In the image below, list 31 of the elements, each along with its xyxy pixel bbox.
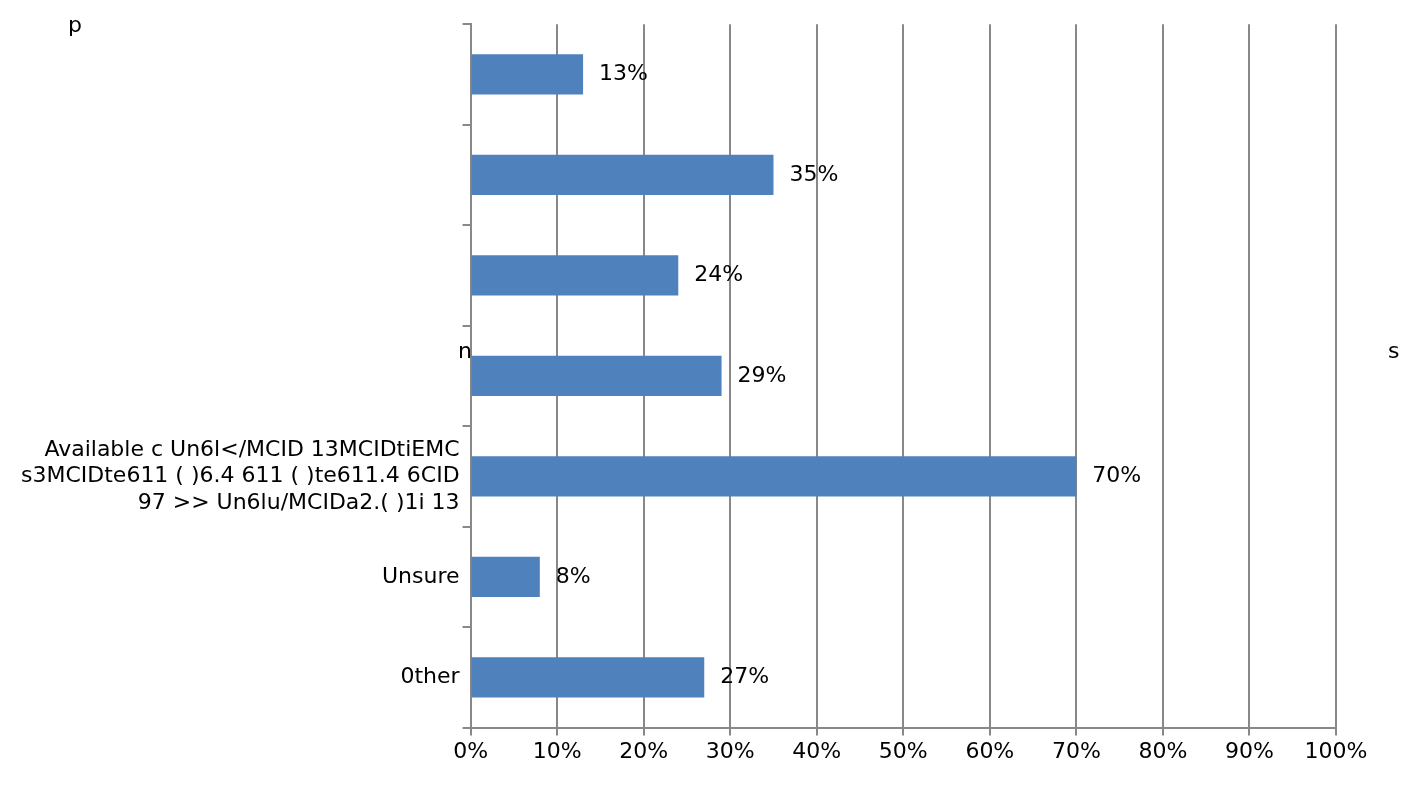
x-tick-label: 50% (878, 737, 928, 763)
x-tick-label: 70% (1051, 737, 1101, 763)
bar (471, 355, 722, 396)
text: p (68, 12, 82, 37)
bar (471, 456, 1077, 497)
data-label: 13% (599, 60, 648, 86)
bar (471, 54, 584, 95)
bar (471, 154, 774, 196)
x-tick-label: 90% (1225, 737, 1274, 763)
data-label: 27% (720, 663, 770, 689)
data-label: 24% (694, 261, 744, 287)
x-tick-label: 20% (619, 737, 669, 763)
annotation: n (458, 338, 472, 363)
bar (471, 657, 705, 698)
y-tick-label: Unsure (382, 562, 460, 588)
data-label: 29% (737, 361, 787, 387)
x-tick-label: 100% (1304, 737, 1368, 763)
data-label: 70% (1092, 462, 1142, 488)
bar (471, 255, 679, 296)
x-tick-label: 40% (792, 737, 842, 763)
x-tick-label: 80% (1138, 737, 1188, 763)
bar (471, 556, 540, 597)
x-tick-label: 0% (453, 737, 489, 763)
data-label: 8% (555, 562, 591, 588)
data-label: 35% (789, 160, 839, 186)
x-tick-label: 60% (965, 737, 1015, 763)
y-tick-label: Available c Un6l</MCID 13MCIDtiEMC s3MCIDte611 ( )6.4 611 ( )te611.4 6CID 97 >> Un6lu/MCIDa2.( )1i 13 (20, 435, 460, 514)
y-tick-label: 0ther (400, 663, 461, 689)
text: s (1388, 338, 1400, 363)
x-tick-label: 30% (705, 737, 755, 763)
x-tick-label: 10% (532, 737, 582, 763)
